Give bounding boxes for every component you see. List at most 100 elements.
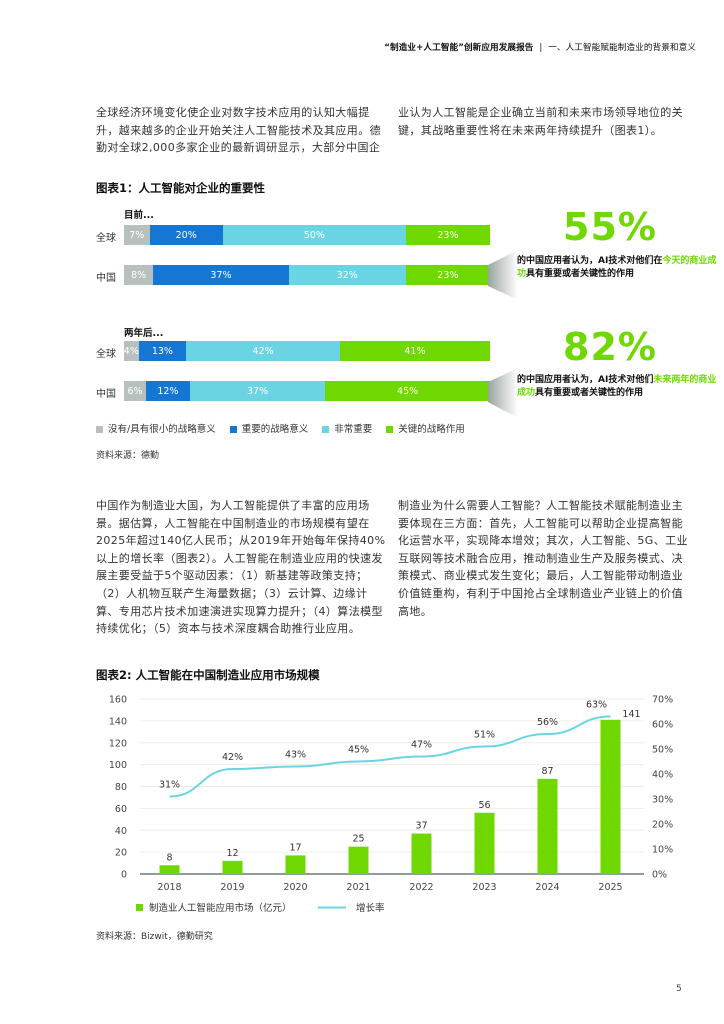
callout-wedge-now xyxy=(488,250,518,300)
bar-segment: 37% xyxy=(153,265,289,285)
legend-swatch xyxy=(96,426,103,433)
legend-item: 关键的战略作用 xyxy=(386,421,465,435)
bar-segment: 7% xyxy=(124,225,150,245)
legend-label: 非常重要 xyxy=(334,424,373,435)
stacked-bar: 8% 37% 32% 23% xyxy=(124,265,490,285)
y-left-tick: 100 xyxy=(109,760,127,771)
callout-now-highlight: 今天的商业成功 xyxy=(517,256,717,279)
figure1-source: 资料来源：德勤 xyxy=(96,451,160,461)
growth-rate-line xyxy=(169,715,611,798)
legend-label: 关键的战略作用 xyxy=(398,424,465,435)
legend-item: 没有/具有很小的战略意义 xyxy=(96,421,216,435)
row-label: 全球 xyxy=(96,349,116,360)
legend-label-bar: 制造业人工智能应用市场（亿元） xyxy=(149,902,292,914)
growth-rate-label: 51% xyxy=(474,730,495,741)
bar-value-label: 12 xyxy=(226,848,238,859)
y-right-tick: 0% xyxy=(652,870,667,881)
row-label: 中国 xyxy=(96,273,116,284)
growth-rate-label: 47% xyxy=(411,740,432,751)
legend-item: 非常重要 xyxy=(322,421,372,435)
bar-segment: 13% xyxy=(138,341,187,361)
x-tick: 2023 xyxy=(472,882,496,893)
callout-future-percentage: 82% xyxy=(563,325,657,369)
stacked-bar: 4% 13% 42% 41% xyxy=(124,341,490,361)
bar-value-label: 17 xyxy=(289,842,301,853)
bar-segment: 32% xyxy=(288,265,406,285)
y-left-tick: 140 xyxy=(109,716,127,727)
bar-value-label: 8 xyxy=(166,852,172,863)
x-tick: 2018 xyxy=(157,882,181,893)
bar-value-label: 141 xyxy=(622,709,640,720)
figure2-combo-chart: 0 20 40 60 80 100 120 140 160 0% 10% 20% 30% 40% 50% 60… xyxy=(109,695,673,915)
bar-segment: 42% xyxy=(186,341,340,361)
callout-future-post: 具有重要或者关键性的作用 xyxy=(535,387,644,398)
growth-rate-label: 42% xyxy=(222,752,243,763)
market-size-bar xyxy=(474,812,495,874)
bar-segment: 50% xyxy=(222,225,406,245)
growth-rate-label: 43% xyxy=(285,750,306,761)
callout-future-text: 的中国应用者认为，AI技术对他们未来两年的商业成功具有重要或者关键性的作用 xyxy=(517,374,717,399)
callout-now-text: 的中国应用者认为，AI技术对他们在今天的商业成功具有重要或者关键性的作用 xyxy=(517,255,717,280)
stacked-bar: 6% 12% 37% 45% xyxy=(124,381,490,401)
body-left-paragraph: 中国作为制造业大国，为人工智能提供了丰富的应用场景。据估算，人工智能在中国制造业… xyxy=(96,499,386,636)
figure2-title: 图表2: 人工智能在中国制造业应用市场规模 xyxy=(96,668,320,682)
bar-segment: 37% xyxy=(189,381,326,401)
y-right-tick: 50% xyxy=(652,745,673,756)
bar-value-label: 56 xyxy=(478,800,490,811)
y-right-tick: 40% xyxy=(652,770,673,781)
report-title: “制造业+人工智能”创新应用发展报告 xyxy=(384,43,534,53)
callout-future-pre: 的中国应用者认为，AI技术对他们 xyxy=(517,375,654,385)
bar-segment: 8% xyxy=(124,265,154,285)
bar-value-label: 37 xyxy=(415,821,427,832)
y-left-tick: 0 xyxy=(121,870,127,881)
x-tick: 2019 xyxy=(220,882,244,893)
legend-swatch xyxy=(386,426,394,433)
figure1-legend: 没有/具有很小的战略意义 重要的战略意义 非常重要 关键的战略作用 xyxy=(96,421,465,435)
y-right-tick: 60% xyxy=(652,720,673,731)
y-left-tick: 120 xyxy=(109,738,127,749)
x-tick: 2021 xyxy=(346,882,370,893)
bar-segment: 45% xyxy=(325,381,490,401)
group-now-label: 目前... xyxy=(124,210,154,221)
row-label: 全球 xyxy=(96,233,116,244)
x-tick: 2020 xyxy=(283,882,307,893)
market-size-bar xyxy=(222,860,243,874)
bar-segment: 23% xyxy=(405,225,490,245)
bar-value-label: 87 xyxy=(541,766,553,777)
growth-rate-label: 63% xyxy=(586,700,607,711)
header-separator: | xyxy=(539,43,543,53)
legend-item: 重要的战略意义 xyxy=(229,421,308,435)
market-size-bar xyxy=(348,846,369,874)
legend-swatch xyxy=(229,426,237,433)
y-left-tick: 80 xyxy=(115,782,127,793)
bar-segment: 20% xyxy=(149,225,223,245)
legend-label: 没有/具有很小的战略意义 xyxy=(108,424,216,435)
x-tick: 2022 xyxy=(409,882,433,893)
x-tick: 2025 xyxy=(598,882,622,893)
intro-right-paragraph: 业认为人工智能是企业确立当前和未来市场领导地位的关键，其战略重要性将在未来两年持… xyxy=(398,106,683,137)
y-left-tick: 60 xyxy=(115,804,127,815)
legend-swatch-bar xyxy=(136,904,143,911)
callout-future-highlight: 未来两年的商业成功 xyxy=(517,375,717,398)
market-size-bar xyxy=(600,719,621,874)
y-right-tick: 10% xyxy=(652,845,673,856)
y-right-tick: 70% xyxy=(652,695,673,706)
legend-label-line: 增长率 xyxy=(356,902,385,914)
market-size-bar xyxy=(159,865,180,874)
market-size-bar xyxy=(411,833,432,874)
y-left-tick: 160 xyxy=(109,695,127,706)
intro-left-paragraph: 全球经济环境变化使企业对数字技术应用的认知大幅提升，越来越多的企业开始关注人工智… xyxy=(96,106,381,155)
x-tick: 2024 xyxy=(535,882,559,893)
figure1-title: 图表1：人工智能对企业的重要性 xyxy=(96,181,265,195)
callout-now-percentage: 55% xyxy=(563,205,657,249)
stacked-bar: 7% 20% 50% 23% xyxy=(124,225,490,245)
y-left-tick: 20 xyxy=(115,848,127,859)
bar-value-label: 25 xyxy=(352,834,364,845)
page-number: 5 xyxy=(676,984,682,994)
market-size-bar xyxy=(285,855,306,874)
y-right-tick: 20% xyxy=(652,820,673,831)
growth-rate-label: 45% xyxy=(348,745,369,756)
section-title: 一、人工智能赋能制造业的背景和意义 xyxy=(548,43,696,53)
y-right-tick: 30% xyxy=(652,795,673,806)
callout-now-pre: 的中国应用者认为，AI技术对他们在 xyxy=(517,256,663,266)
